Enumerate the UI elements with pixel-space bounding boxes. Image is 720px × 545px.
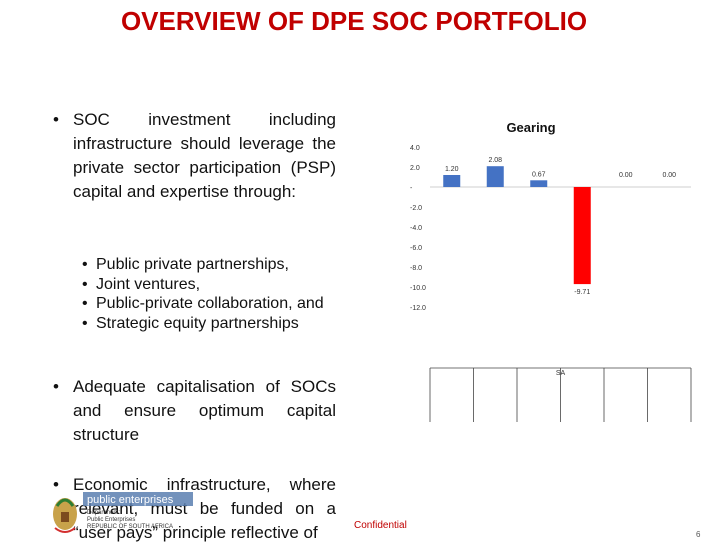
sub-bullet-ppp: Public private partnerships, [82,255,341,275]
bar-value-label: 0.00 [619,172,633,179]
bar [486,166,504,187]
bar-value-label: 1.20 [445,166,459,173]
bar-value-label: -9.71 [574,289,590,296]
y-tick-label: -4.0 [410,225,422,232]
bar [573,187,591,285]
bullet-psp: SOC investment including infrastructure … [53,108,336,204]
logo-line2: Department: [87,510,120,516]
sub-bullet-collab: Public-private collaboration, and [82,294,341,314]
slide-title: OVERVIEW OF DPE SOC PORTFOLIO [120,6,588,36]
sub-bullet-list: Public private partnerships, Joint ventu… [82,255,341,334]
logo-line1: public enterprises [87,494,174,506]
bar-value-label: 0.00 [662,172,676,179]
bar [530,180,548,187]
bar [443,175,461,187]
dpe-logo: public enterprises Department: Public En… [53,492,193,533]
logo-line4: REPUBLIC OF SOUTH AFRICA [87,524,173,530]
y-tick-label: -10.0 [410,285,426,292]
y-tick-label: - [410,185,413,192]
gearing-chart: Gearing 4.0 2.0 - -2.0 -4.0 -6.0 -8.0 -10.0 -12.0… [410,120,692,422]
y-tick-label: -2.0 [410,205,422,212]
y-tick-label: -12.0 [410,305,426,312]
coat-of-arms-icon [53,498,77,533]
y-tick-label: 4.0 [410,145,420,152]
chart-title: Gearing [506,120,555,135]
sub-bullet-jv: Joint ventures, [82,275,341,295]
bar-value-label: 2.08 [488,157,502,164]
y-tick-label: 2.0 [410,165,420,172]
y-tick-label: -6.0 [410,245,422,252]
bar-value-label: 0.67 [532,171,546,178]
confidential-label: Confidential [354,520,407,531]
bullet-capitalisation: Adequate capitalisation of SOCs and ensu… [53,375,336,447]
y-tick-label: -8.0 [410,265,422,272]
logo-line3: Public Enterprises [87,517,135,523]
sub-bullet-equity: Strategic equity partnerships [82,314,341,334]
table-header-fragment: SA [556,370,566,377]
page-number: 6 [696,530,701,539]
